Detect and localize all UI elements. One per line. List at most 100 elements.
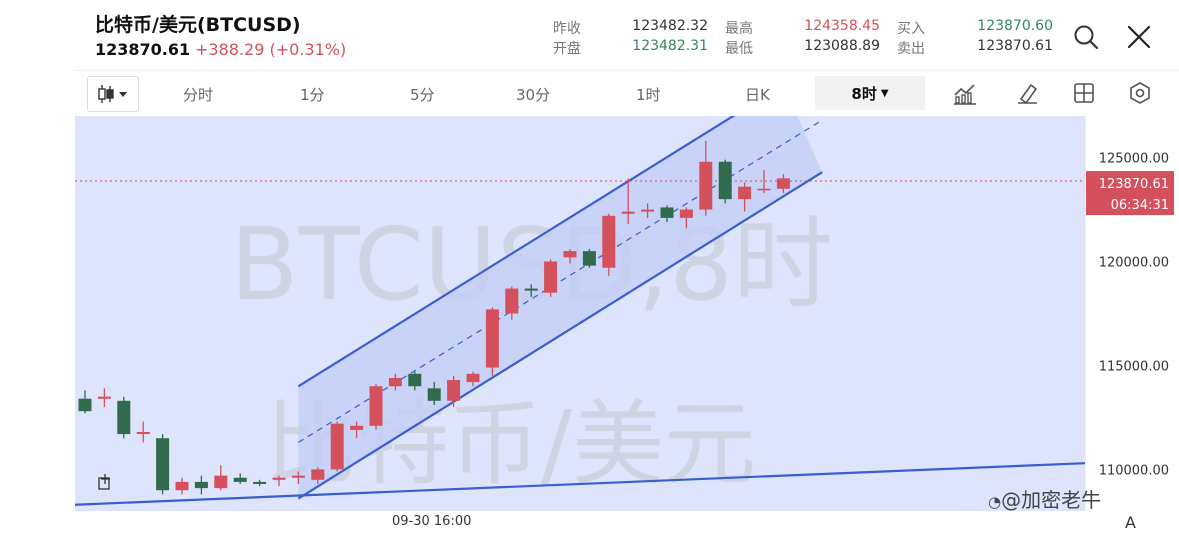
candle-body — [253, 481, 267, 484]
candle[interactable] — [602, 213, 616, 277]
candle[interactable] — [563, 249, 577, 264]
candle-body — [505, 288, 519, 314]
support-trend-line[interactable] — [75, 462, 1086, 506]
candle[interactable] — [757, 170, 771, 193]
candle[interactable] — [621, 178, 635, 225]
candle[interactable] — [524, 284, 538, 297]
candle-body — [194, 481, 208, 489]
candle-body — [291, 475, 305, 478]
candle[interactable] — [311, 467, 325, 484]
auto-scale-button[interactable]: A — [1125, 513, 1136, 532]
candle[interactable] — [582, 249, 596, 268]
candle[interactable] — [97, 388, 111, 408]
candle-body — [447, 380, 461, 401]
candle-body — [776, 178, 790, 189]
candle[interactable] — [544, 259, 558, 297]
candle-body — [156, 438, 170, 491]
quote-value-bid: 123870.60 — [977, 18, 1053, 34]
candle-body — [757, 188, 771, 191]
candle-body — [699, 161, 713, 210]
quote-label-ask: 卖出 — [897, 41, 925, 57]
channel-lower-line[interactable] — [297, 171, 823, 500]
candle[interactable] — [408, 371, 422, 391]
candlestick-chart[interactable]: BTCUSD,8时 比特币/美元 125000.00120000.0011500… — [75, 116, 1179, 511]
candle-body — [621, 211, 635, 214]
chart-toolbar — [75, 70, 1179, 117]
candle-body — [117, 400, 131, 435]
tab-timeframe-5m[interactable]: 5分 — [410, 86, 435, 104]
candle-body — [136, 432, 150, 435]
chevron-down-icon — [119, 92, 127, 97]
candle[interactable] — [117, 396, 131, 439]
indicator-button[interactable] — [948, 76, 982, 110]
quote-label-bid: 买入 — [897, 21, 925, 37]
bar-countdown-label: 06:34:31 — [1111, 198, 1169, 213]
close-icon — [1127, 25, 1151, 49]
chevron-down-icon: ▼ — [880, 87, 889, 99]
candle[interactable] — [738, 182, 752, 212]
candle[interactable] — [253, 479, 267, 487]
channel-mid-line[interactable] — [298, 119, 823, 443]
settings-button[interactable] — [1123, 76, 1157, 110]
close-button[interactable] — [1122, 20, 1156, 54]
current-price-badge: 123870.61 06:34:31 — [1086, 171, 1174, 216]
channel-upper-line[interactable] — [297, 116, 783, 388]
candle[interactable] — [505, 286, 519, 320]
candle[interactable] — [175, 477, 189, 495]
candle[interactable] — [660, 205, 674, 223]
draw-tool-icon — [1018, 83, 1038, 105]
layout-button[interactable] — [1067, 76, 1101, 110]
candle[interactable] — [718, 159, 732, 204]
quote-value-low: 123088.89 — [804, 38, 880, 54]
quote-value-ask: 123870.61 — [977, 38, 1053, 54]
tab-timeframe-1h[interactable]: 1时 — [636, 86, 661, 104]
current-price-label: 123870.61 — [1099, 177, 1169, 192]
candle[interactable] — [369, 384, 383, 430]
candle[interactable] — [699, 140, 713, 216]
quote-value-open: 123482.31 — [632, 38, 708, 54]
tab-timeframe-8h[interactable]: 8时 ▼ — [815, 76, 925, 110]
tab-timeframe-daily[interactable]: 日K — [745, 86, 770, 104]
candle-body — [78, 398, 92, 412]
candle[interactable] — [447, 375, 461, 408]
search-button[interactable] — [1069, 20, 1103, 54]
candle-body — [660, 207, 674, 218]
candle-body — [214, 475, 228, 489]
price-change: +388.29 (+0.31%) — [195, 40, 347, 59]
candle[interactable] — [330, 421, 344, 472]
candle[interactable] — [194, 475, 208, 495]
quote-label-high: 最高 — [725, 21, 753, 37]
candle-body — [369, 386, 383, 426]
candle[interactable] — [776, 174, 790, 193]
price-tick-label: 115000.00 — [1099, 359, 1169, 374]
candle[interactable] — [136, 421, 150, 443]
tab-timeframe-1m[interactable]: 1分 — [300, 86, 325, 104]
candle[interactable] — [427, 382, 441, 405]
weibo-logo-icon: ◔ — [988, 493, 1002, 511]
candle-body — [641, 209, 655, 212]
chart-type-selector[interactable] — [87, 76, 139, 112]
candle[interactable] — [291, 471, 305, 484]
tab-timeframe-tick[interactable]: 分时 — [183, 86, 214, 104]
candle[interactable] — [272, 475, 286, 487]
candle[interactable] — [485, 307, 499, 376]
candle[interactable] — [388, 373, 402, 391]
quote-value-prev-close: 123482.32 — [632, 18, 708, 34]
candle-body — [544, 261, 558, 293]
candle-body — [97, 396, 111, 399]
tab-timeframe-30m[interactable]: 30分 — [516, 86, 551, 104]
candle-body — [582, 251, 596, 266]
small-square-icon[interactable] — [98, 474, 110, 490]
candle[interactable] — [214, 465, 228, 491]
candle[interactable] — [641, 203, 655, 218]
candle[interactable] — [78, 390, 92, 414]
candle[interactable] — [350, 421, 364, 439]
candle[interactable] — [233, 473, 247, 484]
draw-tool-button[interactable] — [1011, 76, 1045, 110]
candle[interactable] — [466, 371, 480, 387]
candle[interactable] — [156, 434, 170, 495]
candle-body — [679, 209, 693, 218]
candle-body — [272, 477, 286, 480]
candle[interactable] — [679, 207, 693, 229]
quote-value-high: 124358.45 — [804, 18, 880, 34]
